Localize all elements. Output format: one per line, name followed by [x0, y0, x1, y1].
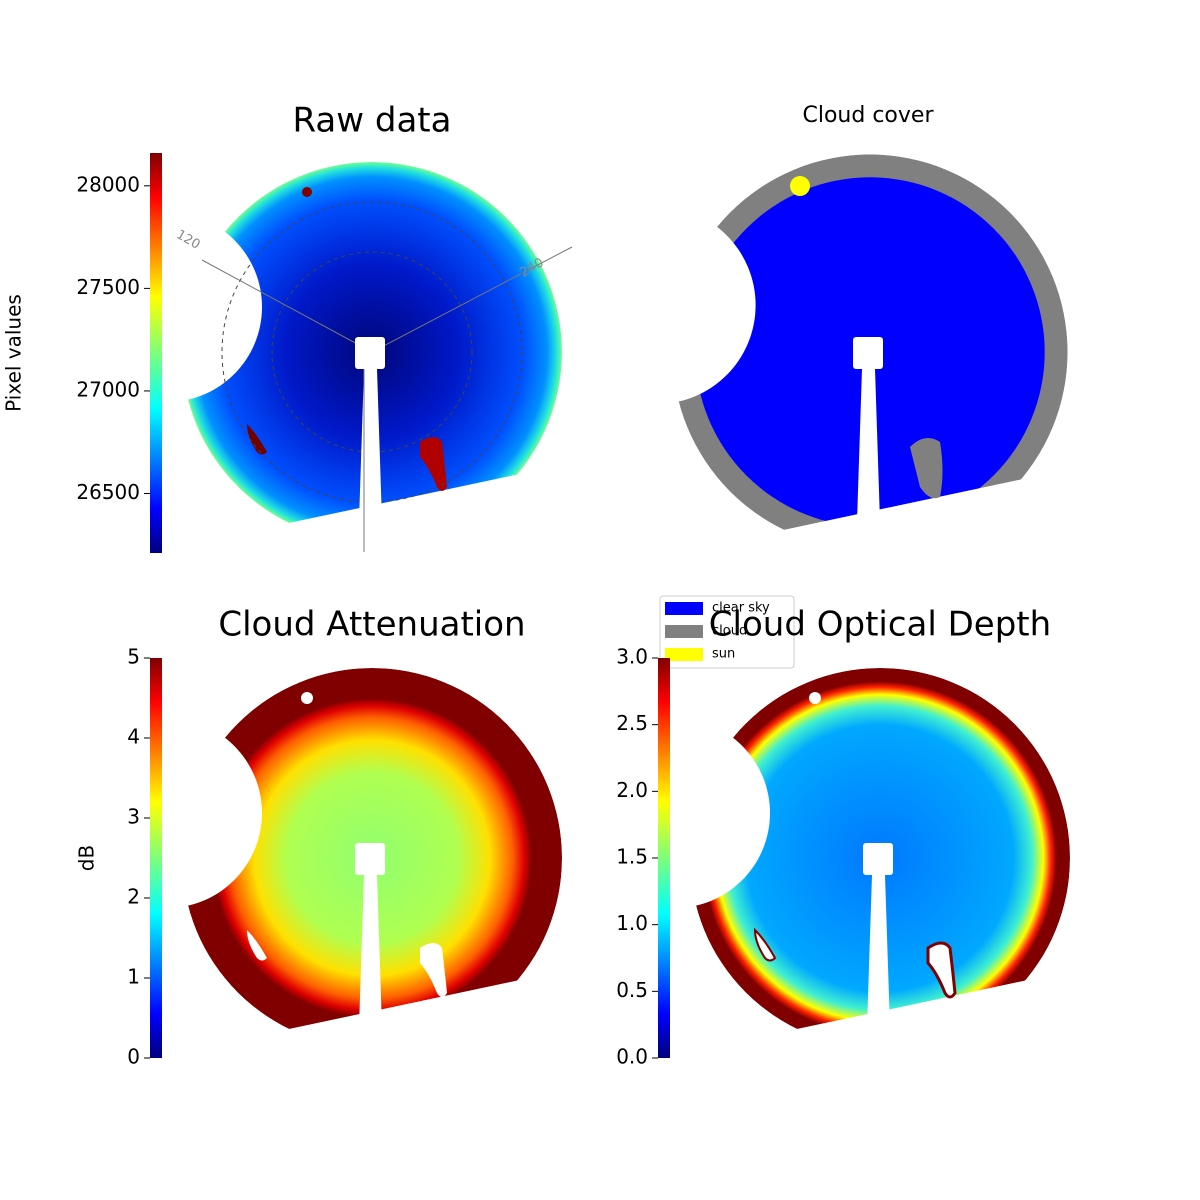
colorbar-tick-label: 28000 — [76, 172, 140, 196]
colorbar-tick-label: 1.5 — [616, 845, 648, 869]
colorbar-tick-label: 1.0 — [616, 911, 648, 935]
attenuation-image — [182, 668, 562, 1058]
colorbar-tick-label: 5 — [127, 645, 140, 669]
colorbar-tick-label: 0 — [127, 1045, 140, 1069]
legend-swatch — [665, 648, 703, 661]
legend-label: sun — [712, 647, 735, 662]
colorbar — [150, 658, 162, 1058]
raw-image — [182, 162, 573, 552]
cloud-cover-image — [672, 154, 1068, 552]
optical-depth-image — [690, 668, 1070, 1058]
colorbar-tick-label: 0.0 — [616, 1045, 648, 1069]
colorbar-tick-label: 2.0 — [616, 778, 648, 802]
polar-label: 120 — [173, 227, 202, 252]
legend-swatch — [665, 602, 703, 615]
colorbar-label: Pixel values — [2, 294, 26, 412]
panel-title: Cloud Optical Depth — [709, 605, 1051, 645]
colorbar-tick-label: 0.5 — [616, 978, 648, 1002]
colorbar-tick-label: 3 — [127, 805, 140, 829]
panel-title: Cloud cover — [803, 103, 935, 128]
legend-label: cloud — [712, 624, 747, 639]
panel-title: Cloud Attenuation — [218, 605, 525, 645]
colorbar-tick-label: 27500 — [76, 275, 140, 299]
colorbar-tick-label: 2 — [127, 885, 140, 909]
colorbar-tick-label: 3.0 — [616, 645, 648, 669]
legend-swatch — [665, 625, 703, 638]
colorbar — [658, 658, 670, 1058]
colorbar-tick-label: 27000 — [76, 377, 140, 401]
panel-title: Raw data — [293, 101, 452, 141]
colorbar-label: dB — [75, 845, 99, 871]
legend-label: clear sky — [712, 601, 770, 616]
colorbar — [150, 153, 162, 553]
colorbar-tick-label: 1 — [127, 965, 140, 989]
colorbar-tick-label: 2.5 — [616, 711, 648, 735]
colorbar-tick-label: 4 — [127, 725, 140, 749]
colorbar-tick-label: 26500 — [76, 480, 140, 504]
